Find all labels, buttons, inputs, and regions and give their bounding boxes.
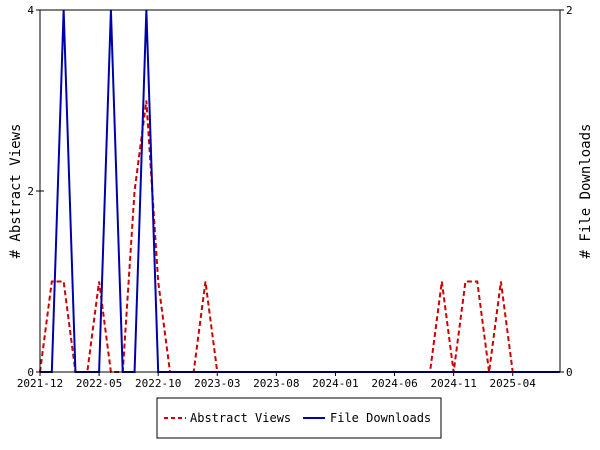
y-left-tick-label: 0 — [27, 366, 34, 379]
x-tick-label: 2025-04 — [490, 377, 537, 390]
y-left-tick-label: 4 — [27, 4, 34, 17]
x-tick-label: 2024-06 — [371, 377, 417, 390]
y-right-tick-label: 2 — [566, 4, 573, 17]
legend-label-abstract-views: Abstract Views — [190, 411, 291, 425]
legend: Abstract Views File Downloads — [156, 397, 442, 439]
legend-box — [156, 397, 442, 439]
x-tick-label: 2023-03 — [194, 377, 240, 390]
tick-group: 2021-12 2022-05 2022-10 2023-03 2023-08 2024-… — [17, 4, 573, 390]
y-axis-title-right: # File Downloads — [578, 124, 594, 259]
x-tick-label: 2022-10 — [135, 377, 181, 390]
plot-area — [40, 10, 560, 372]
x-tick-label: 2024-01 — [312, 377, 358, 390]
x-tick-label: 2022-05 — [76, 377, 122, 390]
plot-background — [40, 10, 560, 372]
y-left-tick-label: 2 — [27, 185, 34, 198]
y-axis-title-left: # Abstract Views — [8, 124, 24, 259]
legend-label-file-downloads: File Downloads — [330, 411, 431, 425]
y-right-tick-label: 0 — [566, 366, 573, 379]
x-tick-label: 2024-11 — [430, 377, 476, 390]
x-tick-label: 2023-08 — [253, 377, 299, 390]
x-tick-label: 2021-12 — [17, 377, 63, 390]
